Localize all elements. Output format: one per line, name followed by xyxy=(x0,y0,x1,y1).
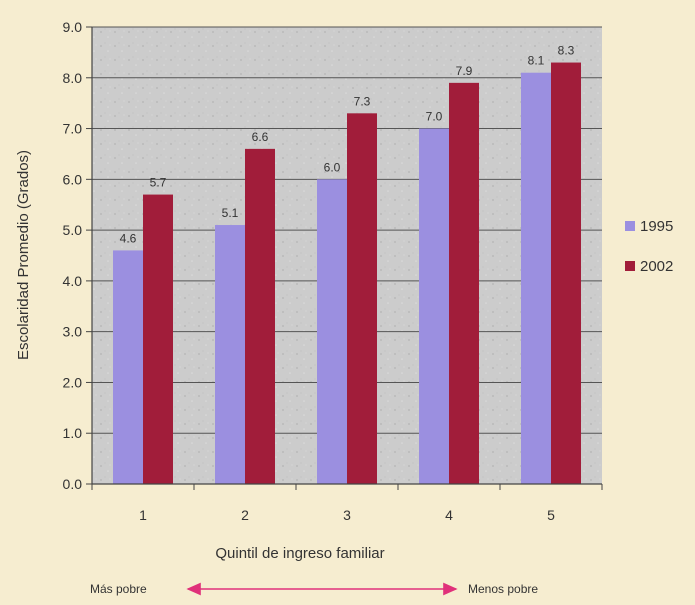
data-label-1995-q3: 6.0 xyxy=(324,160,341,174)
bar-1995-q5 xyxy=(521,72,551,484)
data-label-1995-q5: 8.1 xyxy=(528,54,545,68)
data-label-1995-q2: 5.1 xyxy=(222,206,239,220)
y-tick-labels: 0.0 1.0 2.0 3.0 4.0 5.0 6.0 7.0 8.0 9.0 xyxy=(63,19,92,492)
bar-1995-q3 xyxy=(317,179,347,485)
data-label-2002-q4: 7.9 xyxy=(456,64,473,78)
y-tick-label: 7.0 xyxy=(63,121,83,137)
data-labels: 4.6 5.7 5.1 6.6 6.0 7.3 7.0 7.9 8.1 8.3 xyxy=(120,44,575,246)
x-tick-label: 4 xyxy=(445,507,453,523)
x-tick-label: 1 xyxy=(139,507,147,523)
poverty-arrow: Más pobre Menos pobre xyxy=(90,582,538,596)
bar-1995-q2 xyxy=(215,225,245,485)
legend-label-1995: 1995 xyxy=(640,218,673,235)
y-tick-label: 2.0 xyxy=(63,374,83,390)
data-label-1995-q1: 4.6 xyxy=(120,231,137,245)
y-tick-label: 9.0 xyxy=(63,19,83,35)
bar-1995-q4 xyxy=(419,128,449,485)
data-label-2002-q1: 5.7 xyxy=(150,176,167,190)
y-tick-label: 1.0 xyxy=(63,425,83,441)
x-tick-label: 5 xyxy=(547,507,555,523)
y-tick-label: 6.0 xyxy=(63,171,83,187)
y-tick-label: 8.0 xyxy=(63,70,83,86)
y-axis-title: Escolaridad Promedio (Grados) xyxy=(15,150,32,360)
bar-2002-q1 xyxy=(143,194,173,485)
y-tick-label: 0.0 xyxy=(63,476,83,492)
bars xyxy=(113,62,581,485)
x-tick-label: 2 xyxy=(241,507,249,523)
x-tick-labels: 1 2 3 4 5 xyxy=(91,484,603,523)
data-label-2002-q3: 7.3 xyxy=(354,94,371,108)
data-label-2002-q5: 8.3 xyxy=(558,44,575,58)
legend-swatch-1995 xyxy=(625,221,635,231)
x-tick-label: 3 xyxy=(343,507,351,523)
y-tick-label: 5.0 xyxy=(63,222,83,238)
y-tick-label: 4.0 xyxy=(63,273,83,289)
bar-2002-q4 xyxy=(449,82,479,484)
arrow-label-left: Más pobre xyxy=(90,582,147,596)
data-label-1995-q4: 7.0 xyxy=(426,110,443,124)
legend-label-2002: 2002 xyxy=(640,258,673,275)
x-axis-title: Quintil de ingreso familiar xyxy=(215,545,384,562)
axes xyxy=(91,27,602,485)
arrow-label-right: Menos pobre xyxy=(468,582,538,596)
y-tick-label: 3.0 xyxy=(63,324,83,340)
bar-2002-q2 xyxy=(245,148,275,484)
bar-1995-q1 xyxy=(113,250,143,484)
bar-2002-q3 xyxy=(347,113,377,485)
data-label-2002-q2: 6.6 xyxy=(252,130,269,144)
legend: 1995 2002 xyxy=(625,218,673,275)
legend-swatch-2002 xyxy=(625,261,635,271)
bar-2002-q5 xyxy=(551,62,581,485)
